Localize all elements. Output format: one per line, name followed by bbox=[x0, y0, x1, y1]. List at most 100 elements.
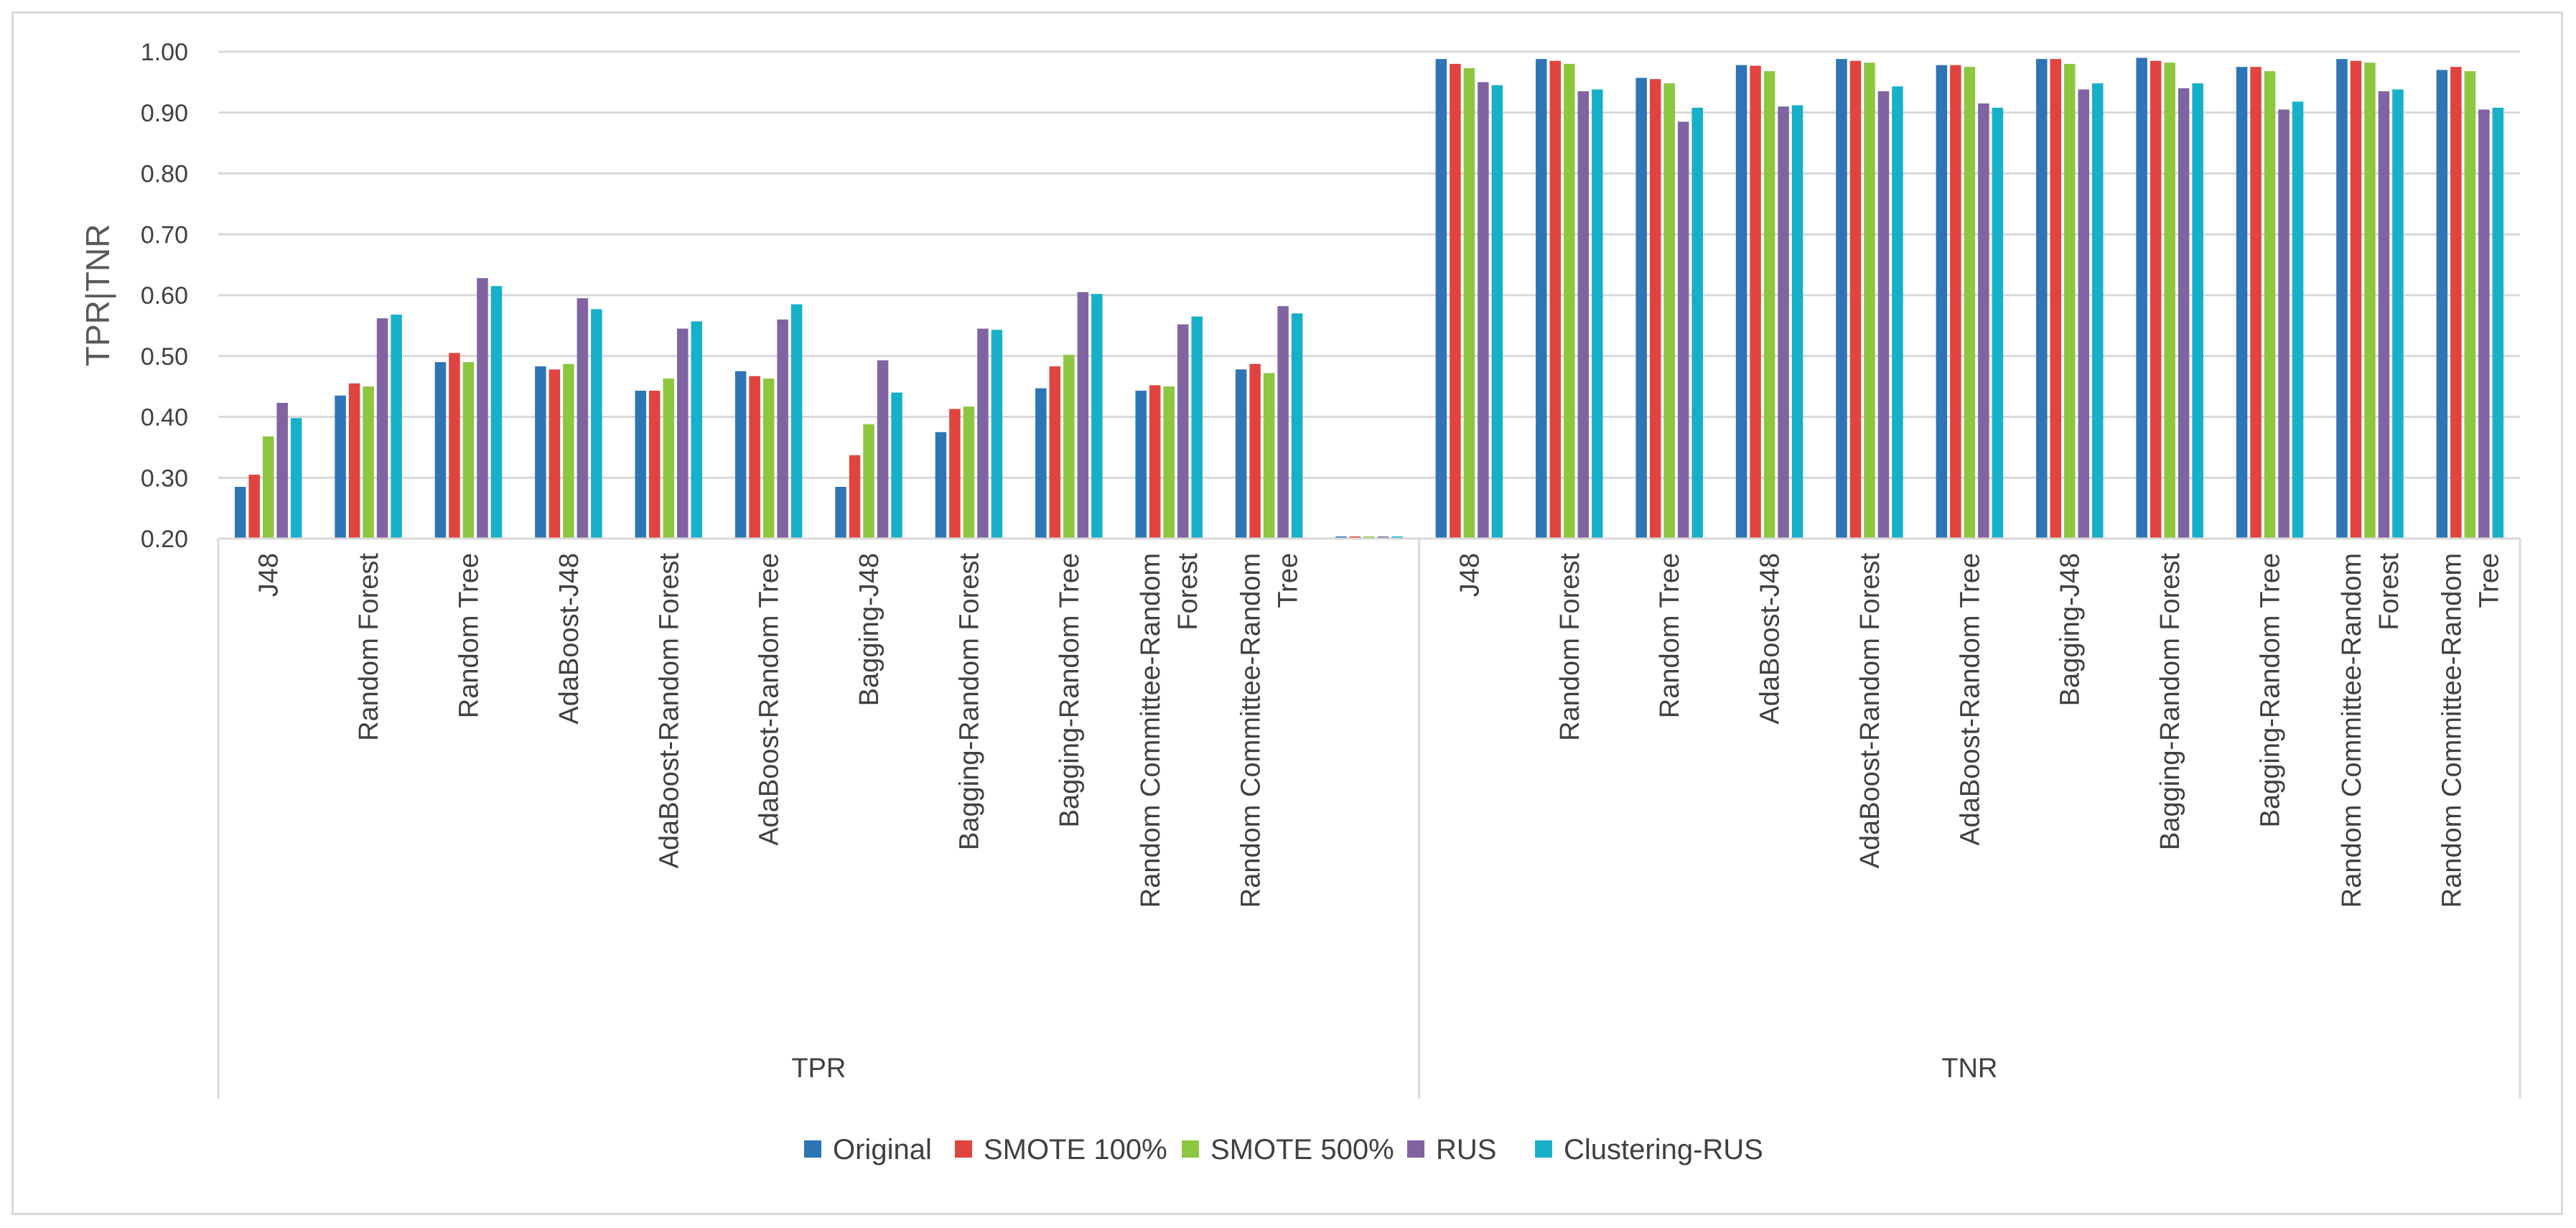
category-label: Random Committee-Random Forest bbox=[2337, 553, 2404, 908]
category-label: AdaBoost-J48 bbox=[1755, 553, 1786, 725]
category-label-line: AdaBoost-Random Forest bbox=[1855, 553, 1885, 869]
bar-rus bbox=[1778, 106, 1789, 539]
category-label-line: Forest bbox=[2374, 553, 2404, 631]
bar-smote-100- bbox=[549, 369, 561, 539]
category-label-line: Random Forest bbox=[354, 553, 384, 741]
category-label-line: Tree bbox=[2474, 553, 2504, 608]
category-label: Random Tree bbox=[1655, 553, 1685, 718]
bar-rus bbox=[977, 328, 989, 539]
category-label-line: Bagging-J48 bbox=[854, 553, 885, 706]
bar-original bbox=[434, 362, 447, 539]
category-label: Bagging-Random Forest bbox=[2155, 553, 2185, 850]
category-labels: J48 Random Forest Random Tree AdaBoost-J48 A… bbox=[254, 553, 2505, 908]
bar-clustering-rus bbox=[1892, 86, 1903, 539]
bar-original bbox=[1135, 391, 1147, 539]
category-label-line: Bagging-Random Forest bbox=[954, 553, 984, 850]
y-tick-label: 0.90 bbox=[141, 100, 188, 127]
bar-smote-500- bbox=[2364, 62, 2376, 539]
bar-rus bbox=[1277, 306, 1289, 539]
y-tick-label: 0.60 bbox=[141, 282, 188, 310]
bar-clustering-rus bbox=[2492, 107, 2504, 539]
bar-original bbox=[1735, 65, 1747, 539]
y-tick-label: 1.00 bbox=[141, 39, 188, 66]
bar-original bbox=[935, 432, 947, 539]
bar-original bbox=[1536, 59, 1547, 539]
bar-rus bbox=[1677, 121, 1689, 539]
legend-swatch bbox=[1182, 1140, 1199, 1158]
bar-smote-500- bbox=[2264, 71, 2276, 539]
bar-smote-500- bbox=[863, 424, 874, 539]
y-tick-label: 0.70 bbox=[141, 221, 188, 248]
legend-label: Clustering-RUS bbox=[1564, 1134, 1763, 1166]
bar-original bbox=[2236, 67, 2248, 539]
bar-clustering-rus bbox=[1091, 294, 1103, 539]
category-label-line: Random Committee-Random bbox=[2337, 553, 2367, 908]
category-label-line: Random Forest bbox=[1555, 553, 1585, 741]
bar-smote-100- bbox=[2150, 60, 2162, 539]
legend-label: SMOTE 100% bbox=[984, 1134, 1167, 1166]
bar-smote-100- bbox=[248, 475, 260, 539]
bar-rus bbox=[376, 318, 388, 539]
bar-rus bbox=[877, 360, 889, 539]
bar-clustering-rus bbox=[891, 392, 902, 539]
bar-clustering-rus bbox=[790, 304, 803, 539]
category-label: AdaBoost-Random Tree bbox=[1955, 553, 1985, 846]
category-label-line: Random Committee-Random bbox=[1236, 553, 1266, 908]
bar-smote-100- bbox=[2350, 60, 2362, 539]
bar-rus bbox=[2078, 89, 2089, 539]
bar-clustering-rus bbox=[1291, 313, 1303, 539]
legend-swatch bbox=[1535, 1140, 1552, 1158]
group-label: TPR bbox=[791, 1053, 846, 1084]
bar-clustering-rus bbox=[1691, 107, 1703, 539]
bar-original bbox=[234, 486, 246, 539]
legend: Original SMOTE 100% SMOTE 500% RUS Clusterin… bbox=[804, 1134, 1763, 1166]
bar-original bbox=[1836, 59, 1847, 539]
bar-clustering-rus bbox=[1992, 107, 2004, 539]
category-label: Bagging-Random Tree bbox=[2256, 553, 2286, 827]
bar-smote-100- bbox=[1549, 60, 1562, 539]
bar-smote-500- bbox=[363, 386, 374, 539]
bar-smote-100- bbox=[1450, 63, 1461, 539]
category-label: AdaBoost-Random Tree bbox=[755, 553, 785, 846]
bar-rus bbox=[2178, 88, 2190, 539]
bar-smote-100- bbox=[849, 455, 861, 539]
category-label-line: Bagging-Random Forest bbox=[2155, 553, 2185, 850]
bar-clustering-rus bbox=[290, 418, 302, 539]
bar-smote-500- bbox=[663, 378, 675, 539]
category-label-line: Bagging-Random Tree bbox=[2256, 553, 2286, 827]
bar-smote-500- bbox=[1263, 373, 1275, 539]
group-label: TNR bbox=[1941, 1053, 1997, 1084]
category-label-line: AdaBoost-Random Tree bbox=[1955, 553, 1985, 846]
bar-smote-100- bbox=[749, 376, 760, 539]
category-label-line: AdaBoost-Random Forest bbox=[654, 553, 684, 869]
category-label-line: Random Tree bbox=[454, 553, 484, 718]
bar-smote-100- bbox=[348, 383, 360, 539]
bar-clustering-rus bbox=[391, 315, 402, 539]
category-label: Random Committee-Random Tree bbox=[1236, 553, 1304, 908]
bar-clustering-rus bbox=[2091, 83, 2104, 539]
bar-smote-100- bbox=[2250, 67, 2262, 539]
bar-smote-500- bbox=[462, 362, 475, 539]
bar-smote-100- bbox=[1849, 60, 1862, 539]
category-axis bbox=[217, 537, 2521, 1099]
category-label: Random Forest bbox=[1555, 553, 1585, 741]
legend-label: SMOTE 500% bbox=[1210, 1134, 1394, 1166]
bar-smote-100- bbox=[1249, 363, 1261, 539]
y-axis-ticks: 0.20 0.30 0.40 0.50 0.60 0.70 0.80 0.90 1.00 bbox=[141, 39, 188, 553]
bar-original bbox=[1035, 388, 1047, 539]
bar-smote-500- bbox=[1063, 355, 1075, 539]
y-tick-label: 0.40 bbox=[141, 404, 188, 432]
category-label-line: Random Tree bbox=[1655, 553, 1685, 718]
bar-rus bbox=[1877, 91, 1890, 539]
bar-smote-500- bbox=[1163, 386, 1175, 539]
bar-original bbox=[2136, 57, 2147, 539]
category-label-line: Forest bbox=[1173, 553, 1203, 631]
bar-rus bbox=[2378, 91, 2390, 539]
bar-clustering-rus bbox=[1191, 316, 1203, 539]
y-tick-label: 0.20 bbox=[141, 526, 188, 553]
category-label-line: AdaBoost-J48 bbox=[1755, 553, 1786, 725]
category-label: J48 bbox=[1455, 553, 1485, 597]
bar-original bbox=[1235, 369, 1247, 539]
bar-smote-500- bbox=[2063, 63, 2076, 539]
